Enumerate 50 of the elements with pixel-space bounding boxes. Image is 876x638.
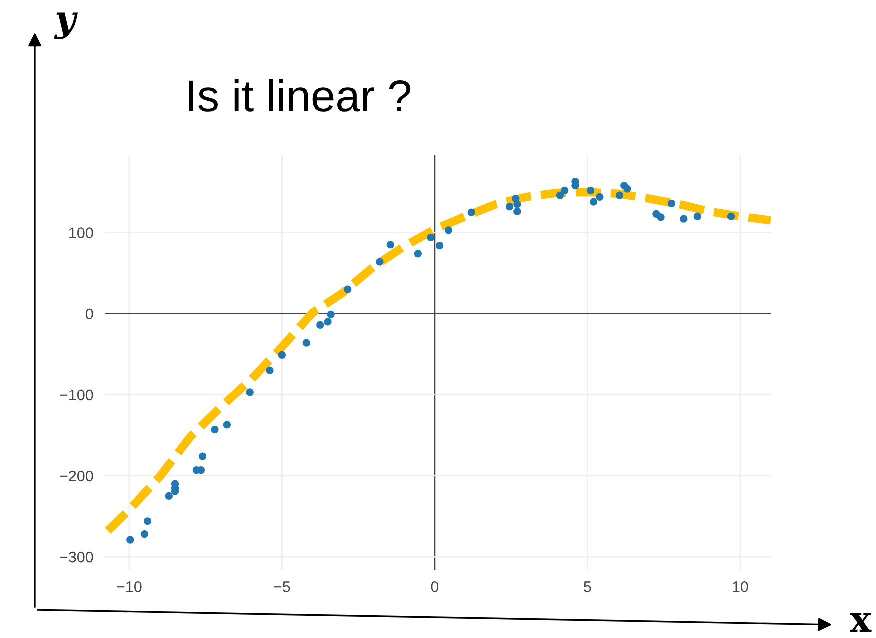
point [223,421,232,429]
point [514,208,522,216]
point [165,492,173,500]
chart-title: Is it linear ? [189,79,411,112]
point [616,192,624,200]
point [514,200,522,208]
point [278,351,286,360]
point [246,388,254,396]
point [668,200,676,208]
point [596,193,604,201]
y-tick-label: −200 [60,470,94,482]
x-tick-label: 5 [584,582,592,592]
point [414,250,422,258]
point [590,198,598,206]
y-tick-label: 100 [70,228,94,238]
point [657,214,665,222]
point [694,212,702,220]
point [386,241,394,249]
point [586,186,595,194]
x-tick-label: −5 [274,582,290,592]
point [302,339,310,347]
point [468,208,476,216]
y-tick-label: −300 [60,552,94,563]
point [324,318,332,326]
point [140,530,149,538]
point [266,366,274,374]
point [126,536,134,544]
x-tick-label: −10 [117,582,142,592]
x-tick-label: 0 [431,582,439,592]
point [727,212,736,220]
point [198,452,207,460]
point [506,203,514,211]
point [316,321,324,330]
point [444,226,452,234]
y-tick-label: 0 [86,308,94,320]
point [211,426,219,434]
point [560,186,569,194]
point [556,192,564,200]
point [376,258,384,266]
x-axis-title: x [850,613,872,632]
point [327,310,335,318]
y-axis-title: y [54,12,78,40]
point [436,242,444,250]
y-tick-label: −100 [60,390,94,401]
point [427,234,435,242]
point [344,286,352,294]
point [624,185,632,193]
point [680,215,688,223]
point [144,518,152,526]
x-tick-label: 10 [733,582,748,592]
